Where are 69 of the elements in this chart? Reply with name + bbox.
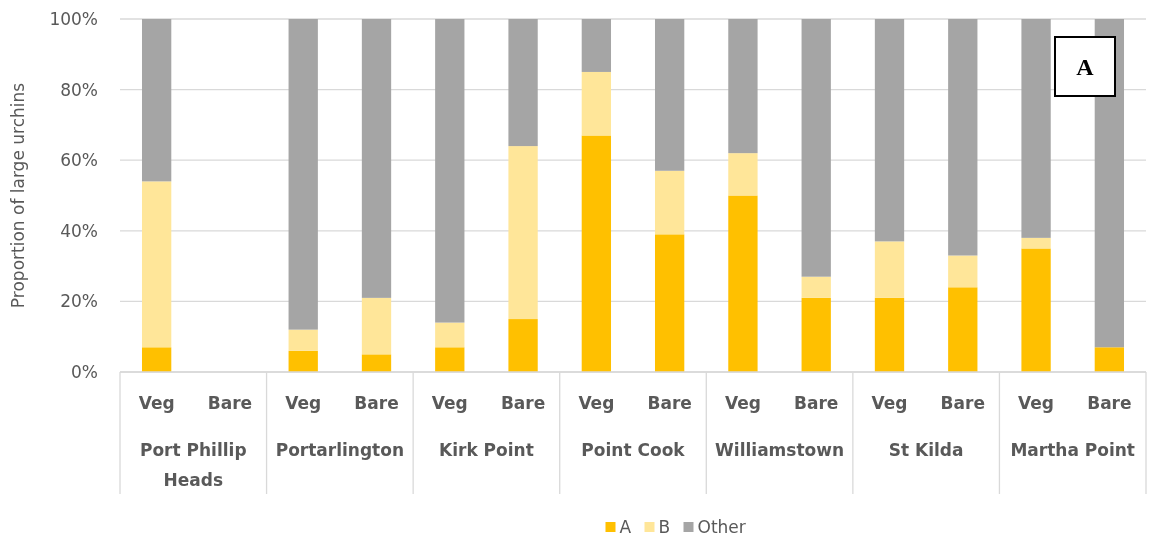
y-tick-label: 20% bbox=[60, 291, 98, 312]
bar bbox=[654, 234, 685, 372]
text: Williamstown bbox=[715, 440, 845, 460]
x-tick-label: Bare bbox=[500, 393, 546, 413]
bar bbox=[1094, 347, 1125, 372]
bar bbox=[874, 19, 905, 242]
bar bbox=[435, 322, 465, 348]
bar bbox=[728, 19, 758, 154]
bar bbox=[508, 319, 538, 372]
text: Port Phillip Heads bbox=[139, 440, 247, 490]
bar bbox=[141, 347, 172, 372]
x-tick-label: Veg bbox=[578, 393, 615, 413]
x-tick-label: Veg bbox=[431, 393, 468, 413]
x-tick-label: Veg bbox=[724, 393, 761, 413]
text: Point Cook bbox=[581, 440, 686, 460]
x-tick-label: Veg bbox=[1018, 393, 1055, 413]
y-tick-label: 0% bbox=[71, 361, 98, 382]
bar bbox=[508, 19, 538, 147]
x-tick-label: Veg bbox=[285, 393, 322, 413]
bar bbox=[361, 297, 392, 355]
bar bbox=[141, 19, 172, 182]
y-tick-label: 60% bbox=[60, 150, 98, 171]
y-tick-label: 80% bbox=[60, 79, 98, 100]
bar bbox=[581, 135, 612, 372]
bar bbox=[1021, 248, 1051, 372]
text: Portarlington bbox=[275, 440, 405, 460]
bar bbox=[581, 71, 612, 136]
bar bbox=[948, 287, 978, 372]
bar bbox=[654, 19, 685, 171]
bar bbox=[288, 329, 318, 351]
x-tick-label: Bare bbox=[354, 393, 399, 413]
bar bbox=[435, 19, 465, 323]
bar bbox=[288, 19, 318, 330]
bar bbox=[288, 350, 318, 372]
bar bbox=[948, 255, 978, 288]
bar bbox=[581, 19, 612, 72]
legend-label: Other bbox=[697, 516, 746, 537]
bar bbox=[435, 347, 465, 372]
y-tick-label: 100% bbox=[49, 8, 98, 29]
text: Martha Point bbox=[1010, 440, 1136, 460]
legend-label: A bbox=[619, 516, 632, 537]
x-tick-label: Bare bbox=[794, 393, 839, 413]
text: St Kilda bbox=[888, 440, 964, 460]
bar bbox=[728, 153, 758, 196]
bar bbox=[508, 146, 538, 320]
bar bbox=[654, 170, 685, 235]
bar bbox=[361, 19, 392, 298]
bar bbox=[728, 195, 758, 372]
bar bbox=[141, 181, 172, 348]
bar bbox=[1021, 237, 1051, 249]
x-tick-label: Veg bbox=[138, 393, 175, 413]
text: Kirk Point bbox=[439, 440, 534, 460]
x-tick-label: Bare bbox=[940, 393, 985, 413]
bar bbox=[361, 354, 392, 372]
y-tick-label: 40% bbox=[60, 220, 98, 241]
x-tick-label: Bare bbox=[207, 393, 253, 413]
bar bbox=[1021, 19, 1051, 238]
bar bbox=[874, 241, 905, 298]
x-tick-label: Veg bbox=[871, 393, 908, 413]
bar bbox=[948, 19, 978, 256]
bar bbox=[801, 297, 831, 372]
bar bbox=[801, 276, 831, 298]
bar bbox=[801, 19, 831, 277]
legend-label: B bbox=[658, 516, 671, 537]
x-tick-label: Bare bbox=[647, 393, 692, 413]
annotation: A bbox=[1076, 54, 1095, 81]
y-axis-title: Proportion of large urchins bbox=[8, 82, 28, 309]
bar bbox=[874, 297, 905, 372]
x-tick-label: Bare bbox=[1087, 393, 1132, 413]
